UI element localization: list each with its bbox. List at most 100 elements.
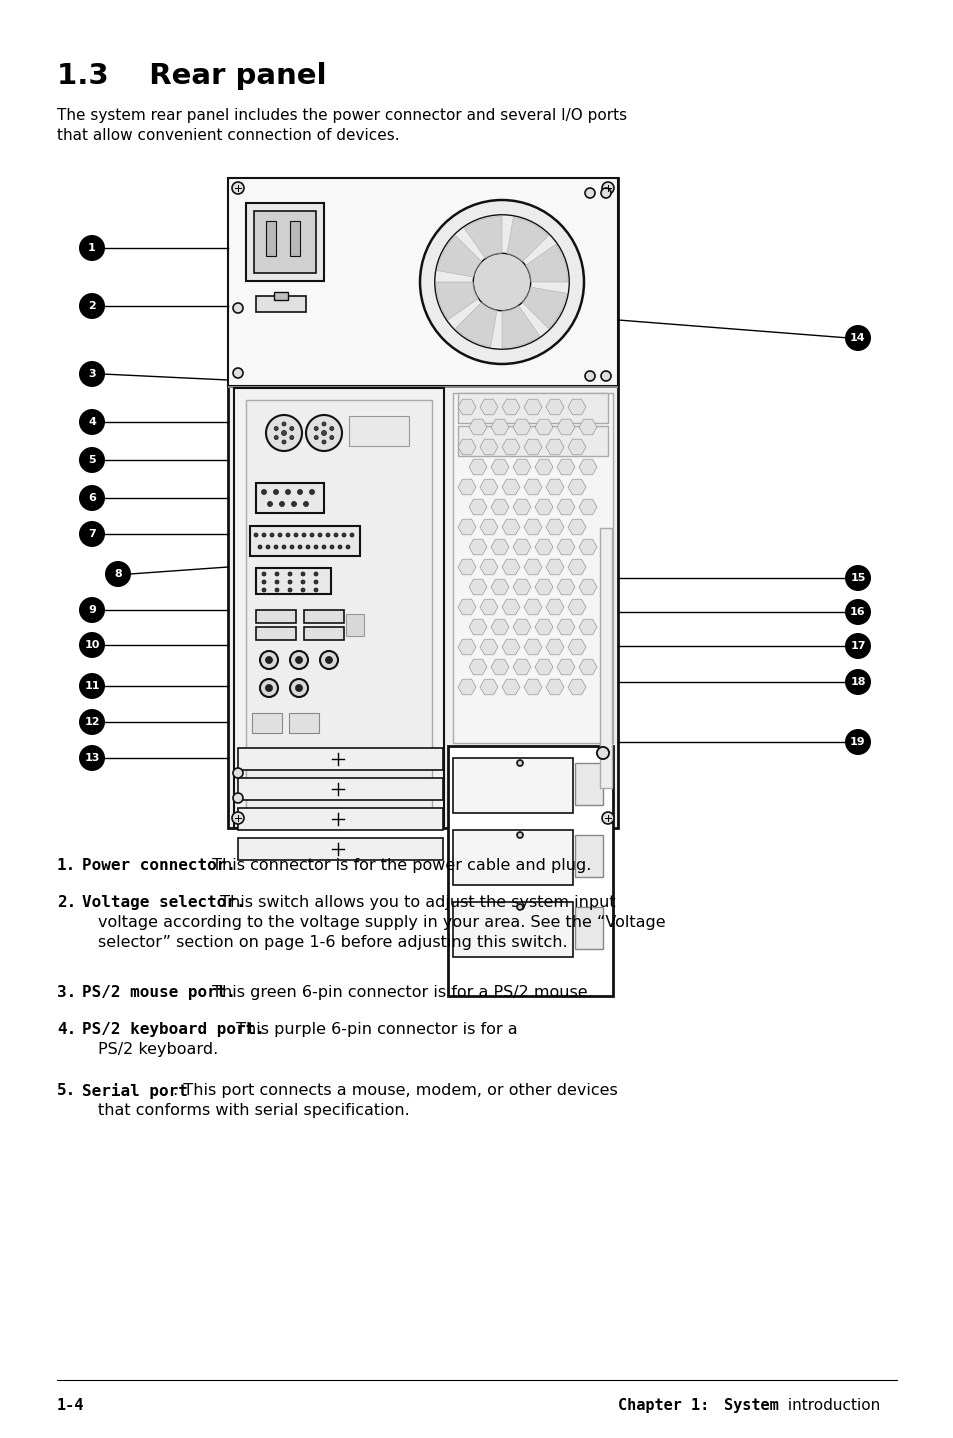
Polygon shape [523,439,541,454]
Circle shape [600,371,610,381]
Text: This green 6-pin connector is for a PS/2 mouse.: This green 6-pin connector is for a PS/2… [207,985,592,999]
Polygon shape [479,600,497,615]
Circle shape [282,440,286,444]
Circle shape [274,545,277,549]
Circle shape [600,188,610,198]
Polygon shape [567,439,585,454]
Polygon shape [457,479,476,495]
Circle shape [260,679,277,697]
Polygon shape [545,479,563,495]
Circle shape [584,371,595,381]
Bar [274,292,288,301]
Text: 16: 16 [849,607,865,617]
Polygon shape [523,400,541,414]
Circle shape [473,253,530,311]
Polygon shape [491,420,509,434]
Circle shape [233,792,243,802]
Circle shape [844,325,870,351]
Bar [253,211,315,273]
Circle shape [301,580,305,584]
Polygon shape [457,439,476,454]
Circle shape [844,633,870,659]
Bar [346,614,364,636]
Circle shape [330,545,334,549]
Bar [228,178,618,828]
Bar [575,764,602,805]
Text: 7: 7 [88,529,95,539]
Circle shape [326,533,330,536]
Text: This purple 6-pin connector is for a: This purple 6-pin connector is for a [231,1022,517,1037]
Polygon shape [457,679,476,695]
Polygon shape [535,539,553,555]
Text: 1.: 1. [57,858,76,873]
Circle shape [266,416,302,452]
Circle shape [597,746,608,759]
Bar [255,627,295,640]
Polygon shape [479,519,497,535]
Polygon shape [567,519,585,535]
Circle shape [232,812,244,824]
Text: Serial port: Serial port [82,1083,188,1099]
Circle shape [281,430,286,436]
Circle shape [322,440,326,444]
Polygon shape [545,600,563,615]
Polygon shape [457,559,476,575]
Bar [252,713,282,733]
Polygon shape [535,459,553,475]
Bar [453,902,573,958]
Circle shape [295,657,302,663]
Circle shape [302,533,306,536]
Circle shape [309,489,314,495]
Circle shape [294,533,297,536]
Polygon shape [491,620,509,634]
Circle shape [288,572,292,577]
Text: PS/2 keyboard.: PS/2 keyboard. [98,1043,218,1057]
Text: voltage according to the voltage supply in your area. See the “Voltage: voltage according to the voltage supply … [98,915,665,930]
Polygon shape [557,420,575,434]
Circle shape [346,545,350,549]
Polygon shape [513,580,531,595]
Text: 2: 2 [88,301,95,311]
Circle shape [419,200,583,364]
Bar [457,426,607,456]
Circle shape [314,580,317,584]
Circle shape [301,588,305,592]
Text: 9: 9 [88,605,96,615]
Circle shape [265,657,273,663]
Circle shape [267,502,273,506]
Text: PS/2 keyboard port.: PS/2 keyboard port. [82,1022,265,1037]
Polygon shape [469,659,486,674]
Polygon shape [491,580,509,595]
Bar [304,627,344,640]
Polygon shape [523,640,541,654]
Polygon shape [469,620,486,634]
Text: 18: 18 [849,677,864,687]
Circle shape [337,545,341,549]
Circle shape [286,533,290,536]
Circle shape [274,436,278,440]
Circle shape [306,545,310,549]
Circle shape [274,427,278,430]
Bar [250,526,359,557]
Circle shape [260,651,277,669]
Circle shape [79,447,105,473]
Polygon shape [523,479,541,495]
Bar [228,178,618,385]
Bar [575,835,602,877]
Polygon shape [567,679,585,695]
Circle shape [290,436,294,440]
Text: 19: 19 [849,738,865,746]
Bar [237,778,442,800]
Bar [237,748,442,769]
Polygon shape [457,640,476,654]
Polygon shape [523,559,541,575]
Text: . This port connects a mouse, modem, or other devices: . This port connects a mouse, modem, or … [168,1083,618,1099]
Circle shape [341,533,346,536]
Circle shape [517,761,522,766]
Polygon shape [513,659,531,674]
Circle shape [517,833,522,838]
Polygon shape [464,216,501,259]
Polygon shape [578,420,597,434]
Circle shape [303,502,308,506]
Circle shape [844,729,870,755]
